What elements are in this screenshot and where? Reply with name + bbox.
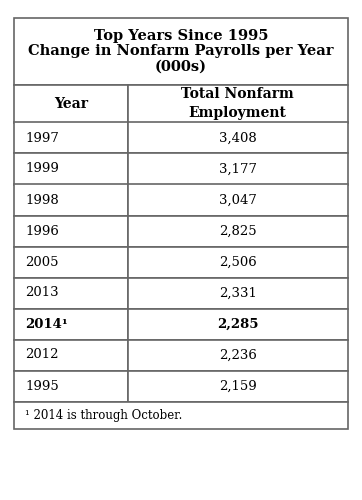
Bar: [14, 216, 128, 246]
Bar: [128, 85, 348, 122]
Bar: [128, 122, 348, 154]
Bar: [128, 216, 348, 246]
Bar: [128, 278, 348, 308]
Text: 1995: 1995: [25, 380, 59, 392]
Text: (000s): (000s): [155, 60, 207, 74]
Bar: [14, 370, 128, 402]
Bar: [128, 308, 348, 340]
Text: 2,159: 2,159: [219, 380, 257, 392]
Text: 3,177: 3,177: [219, 162, 257, 175]
Text: 1996: 1996: [25, 224, 59, 237]
Text: Year: Year: [54, 97, 88, 111]
Bar: [128, 340, 348, 370]
Bar: [14, 154, 128, 184]
Text: Total Nonfarm
Employment: Total Nonfarm Employment: [181, 87, 294, 120]
Text: 2005: 2005: [25, 256, 59, 268]
Bar: [128, 246, 348, 278]
Text: 1998: 1998: [25, 194, 59, 206]
Bar: [14, 18, 348, 85]
Text: Top Years Since 1995: Top Years Since 1995: [94, 28, 268, 43]
Bar: [14, 184, 128, 216]
Bar: [14, 340, 128, 370]
Bar: [128, 370, 348, 402]
Text: 3,047: 3,047: [219, 194, 257, 206]
Text: ¹ 2014 is through October.: ¹ 2014 is through October.: [25, 409, 183, 422]
Text: 2,236: 2,236: [219, 348, 257, 362]
Bar: [14, 246, 128, 278]
Text: 1999: 1999: [25, 162, 59, 175]
Text: 2,506: 2,506: [219, 256, 257, 268]
Text: 1997: 1997: [25, 132, 59, 144]
Text: 2,825: 2,825: [219, 224, 256, 237]
Bar: [14, 122, 128, 154]
Text: 2013: 2013: [25, 286, 59, 300]
Bar: [14, 278, 128, 308]
Bar: [14, 402, 348, 429]
Text: 2,331: 2,331: [219, 286, 257, 300]
Bar: [14, 85, 128, 122]
Text: Change in Nonfarm Payrolls per Year: Change in Nonfarm Payrolls per Year: [28, 44, 334, 58]
Text: 3,408: 3,408: [219, 132, 257, 144]
Text: 2,285: 2,285: [217, 318, 258, 330]
Bar: [128, 154, 348, 184]
Bar: [128, 184, 348, 216]
Text: 2012: 2012: [25, 348, 59, 362]
Text: 2014¹: 2014¹: [25, 318, 68, 330]
Bar: [14, 308, 128, 340]
